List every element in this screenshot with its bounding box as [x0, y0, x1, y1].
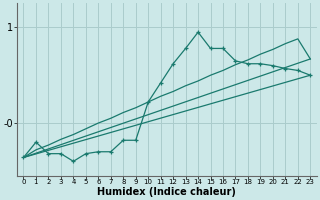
X-axis label: Humidex (Indice chaleur): Humidex (Indice chaleur): [98, 187, 236, 197]
